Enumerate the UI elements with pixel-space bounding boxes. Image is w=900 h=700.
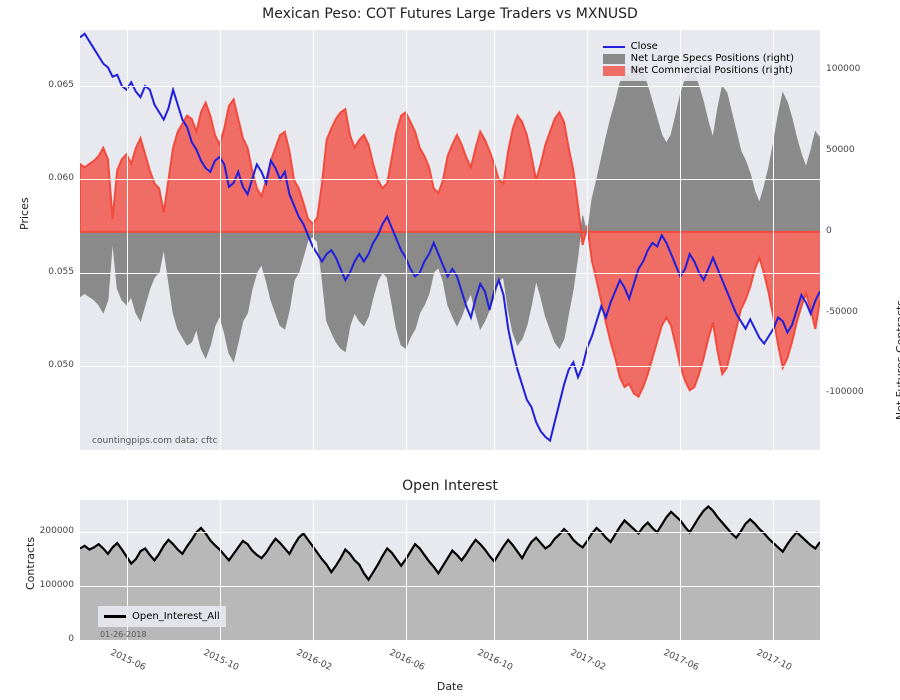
gridline-h [80, 273, 820, 274]
oi-y-tick: 100000 [40, 580, 74, 590]
source-annotation: countingpips.com data: cftc [92, 436, 217, 446]
oi-svg [0, 0, 900, 700]
gridline-v [494, 30, 495, 450]
legend-item: Open_Interest_All [104, 611, 220, 622]
oi-y-tick: 0 [68, 634, 74, 644]
yr-tick: -100000 [826, 387, 864, 397]
oi-y-label: Contracts [24, 537, 37, 590]
gridline-v [587, 30, 588, 450]
yl-tick: 0.065 [48, 80, 74, 90]
legend-label: Open_Interest_All [132, 611, 220, 622]
gridline-v [406, 500, 407, 640]
yr-tick: -50000 [826, 307, 858, 317]
gridline-v [587, 500, 588, 640]
gridline-v [220, 30, 221, 450]
oi-legend: Open_Interest_All [98, 606, 226, 627]
gridline-v [127, 30, 128, 450]
gridline-v [313, 30, 314, 450]
gridline-h [80, 586, 820, 587]
gridline-h [80, 366, 820, 367]
yr-tick: 100000 [826, 64, 860, 74]
gridline-v [680, 30, 681, 450]
gridline-h [80, 86, 820, 87]
legend-swatch [104, 615, 126, 618]
gridline-h [80, 532, 820, 533]
yr-tick: 0 [826, 226, 832, 236]
yl-tick: 0.050 [48, 360, 74, 370]
yl-tick: 0.060 [48, 173, 74, 183]
gridline-v [773, 500, 774, 640]
yl-tick: 0.055 [48, 267, 74, 277]
gridline-v [313, 500, 314, 640]
gridline-v [406, 30, 407, 450]
yr-tick: 50000 [826, 145, 855, 155]
oi-y-tick: 200000 [40, 526, 74, 536]
gridline-v [680, 500, 681, 640]
gridline-v [494, 500, 495, 640]
figure-root: Mexican Peso: COT Futures Large Traders … [0, 0, 900, 700]
x-axis-label: Date [0, 680, 900, 693]
date-annotation: 01-26-2018 [100, 630, 147, 639]
gridline-v [773, 30, 774, 450]
gridline-h [80, 179, 820, 180]
gridline-h [80, 640, 820, 641]
